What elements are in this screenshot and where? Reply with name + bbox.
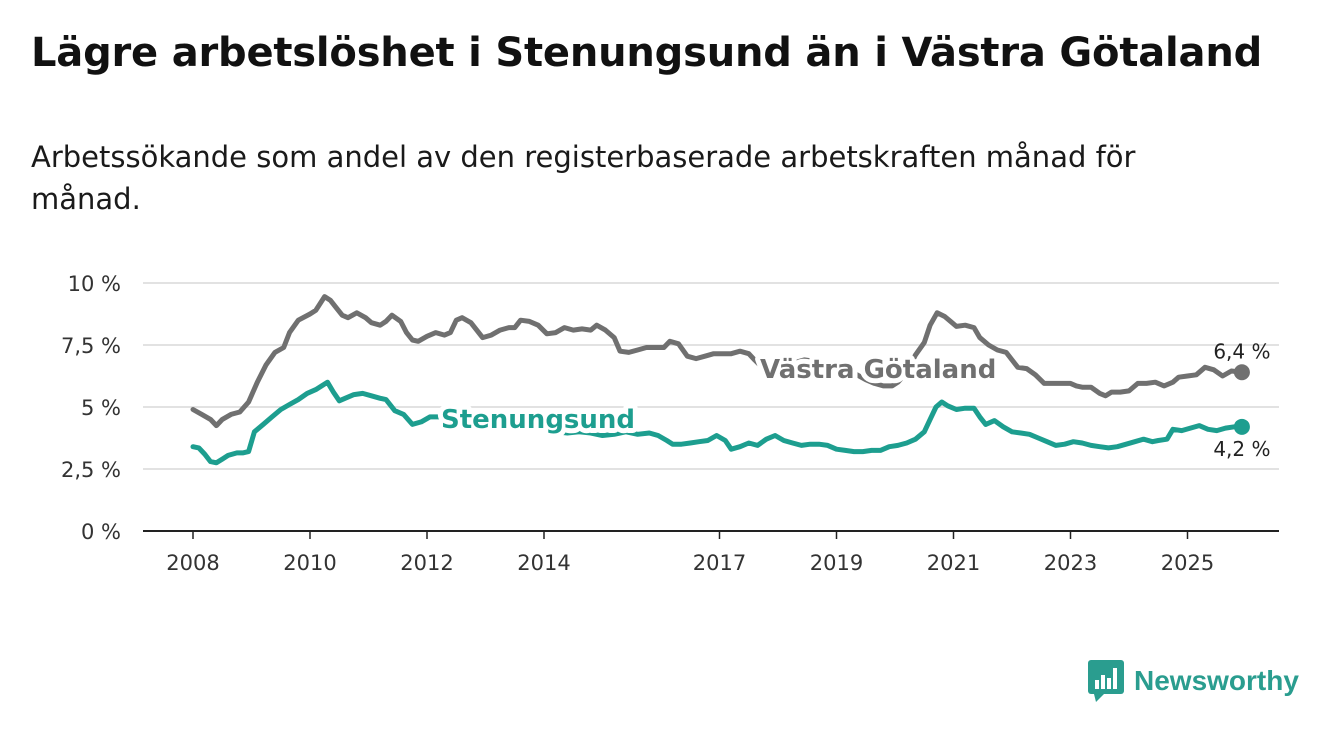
x-tick-label: 2012: [400, 551, 453, 575]
series-line-vastra-gotaland: [190, 294, 1245, 429]
x-tick-label: 2017: [693, 551, 746, 575]
brand-logo[interactable]: Newsworthy: [1088, 660, 1299, 702]
y-tick-label: 0 %: [81, 520, 121, 544]
gridlines: [143, 282, 1279, 470]
series-name-label: Stenungsund: [441, 405, 635, 435]
x-tick-label: 2008: [166, 551, 219, 575]
chart-title: Lägre arbetslöshet i Stenungsund än i Vä…: [31, 30, 1263, 76]
x-tick-label: 2025: [1161, 551, 1214, 575]
series-end-label: 4,2 %: [1213, 437, 1270, 461]
x-tick-label: 2023: [1044, 551, 1097, 575]
series-lines: [190, 294, 1250, 466]
chart-subtitle: Arbetssökande som andel av den registerb…: [31, 140, 1136, 216]
x-tick-label: 2014: [517, 551, 570, 575]
y-tick-label: 10 %: [68, 272, 121, 296]
x-tick-label: 2021: [927, 551, 980, 575]
series-name-halo: Västra Götaland: [760, 355, 996, 385]
y-tick-label: 7,5 %: [61, 334, 121, 358]
x-tick-label: 2019: [810, 551, 863, 575]
y-tick-label: 5 %: [81, 396, 121, 420]
bar-chart-icon: [1088, 660, 1124, 702]
x-tick-label: 2010: [283, 551, 336, 575]
series-name-label: Västra Götaland: [760, 355, 996, 385]
series-end-marker: [1233, 418, 1250, 435]
x-axis-ticks: 2008 2010 2012 2014 2017 2019 2021 2023 2025: [166, 531, 1214, 575]
series-end-marker: [1233, 364, 1250, 381]
y-tick-label: 2,5 %: [61, 458, 121, 482]
series-name-halo: Stenungsund: [441, 405, 635, 435]
series-line-stenungsund: [190, 379, 1245, 466]
series-end-label: 6,4 %: [1213, 339, 1270, 363]
y-axis-ticks: 0 % 2,5 % 5 % 7,5 % 10 %: [61, 272, 121, 544]
brand-name: Newsworthy: [1134, 665, 1299, 696]
